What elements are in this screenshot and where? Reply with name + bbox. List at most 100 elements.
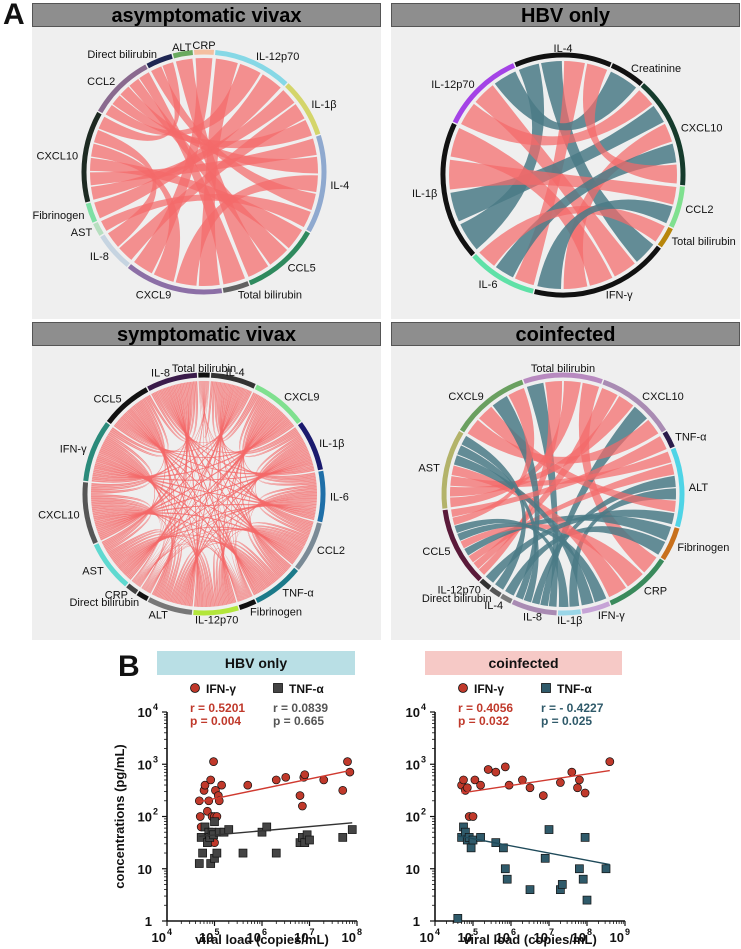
- data-point-ifn: [605, 757, 615, 766]
- chord-arc-il-8: [511, 599, 557, 616]
- legend-label: IFN-γ: [206, 682, 236, 696]
- data-point-tnf: [500, 864, 510, 874]
- data-point-tnf: [453, 914, 463, 923]
- y-axis-label: concentrations (pg/mL): [112, 744, 127, 888]
- chord-link-il-1-ccl2: [112, 95, 312, 149]
- chord-label-ast: AST: [82, 565, 104, 577]
- chord-links: [450, 381, 676, 607]
- chord-label-il-1: IL-1β: [412, 188, 437, 200]
- chord-link-il-4-il-1: [460, 63, 545, 250]
- x-tick-exponent: 4: [167, 927, 172, 937]
- data-point-tnf: [476, 833, 485, 842]
- data-point-tnf: [578, 874, 588, 884]
- chord-diagram: Total bilirubin CXCL10 TNF-α ALT Fibrinogen C…: [418, 363, 729, 627]
- stat-p: p = 0.665: [273, 714, 324, 728]
- chord-arc-cxcl10: [640, 83, 686, 186]
- chord-arc-direct-bilirubin: [136, 590, 149, 602]
- data-point-ifn: [556, 778, 565, 787]
- chord-arc-alt: [172, 50, 194, 59]
- y-tick-label: 1: [413, 914, 420, 929]
- chord-link-il-4-ccl2: [120, 86, 318, 174]
- chord-arc-ast: [93, 221, 104, 236]
- y-tick-label: 10: [406, 810, 420, 825]
- chord-link-il-1-ccl5: [454, 518, 569, 607]
- x-tick-label: 10: [496, 930, 510, 945]
- chord-link-ifn-ccl5: [457, 522, 607, 603]
- chord-diagram: CRP IL-12p70 IL-1β IL-4 CCL5 Total bilirubin C…: [33, 40, 350, 302]
- chord-arc-cxcl10: [82, 482, 98, 545]
- chord-label-total-bilirubin: Total bilirubin: [172, 363, 236, 375]
- chord-arc-il-1: [285, 83, 321, 136]
- chord-links: [91, 381, 317, 607]
- x-tick-label: 10: [342, 930, 356, 945]
- chord-link-il-4-direct-bilirubin: [151, 66, 316, 211]
- chord-label-crp: CRP: [192, 40, 215, 52]
- chord-arc-cxcl10: [81, 111, 102, 203]
- chord-link-il-6-ifn: [94, 465, 316, 513]
- chord-panel-asymptomatic: asymptomatic vivax CRP IL-12p70 IL-1β IL-4 C…: [32, 3, 381, 319]
- data-point-ifn: [338, 786, 348, 795]
- x-tick-label: 10: [572, 930, 586, 945]
- y-tick-label: 10: [138, 862, 152, 877]
- chord-arc-ccl5: [106, 387, 149, 425]
- chord-link-alt-il-8: [531, 475, 676, 605]
- chord-link-total-bilirubin-ccl5: [478, 381, 563, 575]
- chord-link-il-1-cxcl10: [90, 90, 295, 200]
- chord-arc-il-6: [472, 253, 534, 294]
- data-point-ifn: [300, 770, 310, 780]
- fit-line-ifn: [199, 769, 351, 803]
- chord-label-tnf: TNF-α: [675, 431, 707, 443]
- fit-line-tnf: [457, 835, 610, 866]
- chord-label-cxcl9: CXCL9: [136, 290, 171, 302]
- chord-title: symptomatic vivax: [32, 322, 381, 346]
- data-point-ifn: [483, 765, 493, 774]
- data-point-tnf: [212, 848, 222, 858]
- data-point-tnf: [338, 833, 348, 842]
- chord-arc-cxcl9: [459, 379, 524, 433]
- chord-link-cxcl10-il-6: [495, 143, 677, 278]
- chord-link-il-6-ccl2: [258, 484, 317, 535]
- x-tick-label: 10: [152, 930, 166, 945]
- chord-label-ifn: IFN-γ: [606, 290, 633, 302]
- chord-link-ast-ifn: [104, 436, 155, 549]
- chord-label-il-12p70: IL-12p70: [195, 614, 238, 626]
- chord-arc-fibrinogen: [238, 599, 257, 610]
- data-point-ifn: [470, 775, 480, 785]
- chord-link-tnf-fibrinogen: [231, 540, 279, 599]
- data-point-ifn: [243, 780, 253, 790]
- stat-r: r = 0.5201: [190, 701, 245, 715]
- x-axis-label: viral load (copies/mL): [195, 932, 329, 947]
- chord-label-ifn: IFN-γ: [60, 443, 87, 455]
- chord-link-ifn-ast: [453, 455, 594, 606]
- stat-r: r = 0.0839: [273, 701, 328, 715]
- x-tick-exponent: 6: [262, 927, 267, 937]
- y-tick-exponent: 2: [153, 807, 158, 817]
- data-point-tnf: [557, 880, 567, 889]
- chord-label-direct-bilirubin: Direct bilirubin: [69, 597, 139, 609]
- x-tick-exponent: 4: [435, 927, 440, 937]
- chord-arc-ccl2: [668, 186, 685, 228]
- x-tick-label: 10: [420, 930, 434, 945]
- chord-label-fibrinogen: Fibrinogen: [33, 210, 85, 222]
- y-tick-exponent: 4: [153, 702, 158, 712]
- x-tick-exponent: 8: [357, 927, 362, 937]
- chord-label-total-bilirubin: Total bilirubin: [238, 289, 302, 301]
- chord-link-il-4-il-8: [153, 390, 251, 443]
- y-tick-exponent: 4: [421, 702, 426, 712]
- data-point-tnf: [196, 833, 206, 842]
- chord-arc-ast: [441, 430, 464, 509]
- chord-title: HBV only: [391, 3, 740, 27]
- data-point-ifn: [462, 783, 472, 793]
- chord-label-ast: AST: [71, 227, 93, 239]
- data-point-tnf: [194, 859, 204, 868]
- data-point-ifn: [206, 775, 216, 785]
- chord-link-ccl2-cxcl10: [93, 512, 299, 558]
- chord-arc-il-4: [210, 372, 256, 389]
- chord-link-direct-bilirubin-ifn: [101, 444, 166, 590]
- data-point-ifn: [538, 791, 548, 800]
- chord-links: [90, 58, 318, 286]
- coinfected-header: coinfected: [425, 651, 622, 675]
- data-point-tnf: [544, 825, 554, 834]
- chord-link-total-bilirubin-il-4: [198, 381, 212, 438]
- chord-arc-total-bilirubin: [523, 372, 603, 384]
